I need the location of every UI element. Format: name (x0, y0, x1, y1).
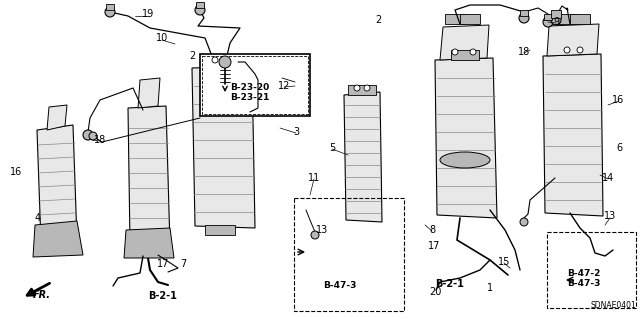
Text: 2: 2 (189, 51, 195, 61)
Polygon shape (138, 78, 160, 108)
Text: B-47-3: B-47-3 (567, 279, 601, 288)
Text: 13: 13 (316, 225, 328, 235)
Circle shape (354, 85, 360, 91)
Text: B-47-2: B-47-2 (567, 270, 601, 278)
Polygon shape (435, 58, 497, 218)
Circle shape (105, 7, 115, 17)
Bar (551, 10, 561, 18)
Circle shape (470, 49, 476, 55)
Text: 16: 16 (10, 167, 22, 177)
Circle shape (519, 13, 529, 23)
Circle shape (564, 47, 570, 53)
Circle shape (212, 57, 218, 63)
Text: B-23-20: B-23-20 (230, 84, 269, 93)
Circle shape (83, 130, 93, 140)
Bar (294, 198, 404, 311)
Text: 7: 7 (180, 259, 186, 269)
Bar (520, 10, 528, 16)
Bar (445, 14, 465, 24)
Text: B-47-3: B-47-3 (323, 281, 356, 291)
Text: 6: 6 (616, 143, 622, 153)
Circle shape (311, 231, 319, 239)
Text: 13: 13 (604, 211, 616, 221)
Text: 5: 5 (329, 143, 335, 153)
Polygon shape (128, 106, 170, 246)
Text: 16: 16 (612, 95, 624, 105)
Bar (460, 14, 480, 24)
Text: 17: 17 (428, 241, 440, 251)
Bar (547, 232, 636, 308)
Polygon shape (33, 221, 83, 257)
Polygon shape (124, 228, 174, 258)
Bar (557, 14, 577, 24)
Polygon shape (543, 54, 603, 216)
Circle shape (219, 56, 231, 68)
Polygon shape (192, 66, 255, 228)
Bar (205, 59, 235, 69)
Text: 18: 18 (518, 47, 530, 57)
Circle shape (452, 49, 458, 55)
Text: 10: 10 (156, 33, 168, 43)
Text: 8: 8 (429, 225, 435, 235)
Circle shape (222, 57, 228, 63)
Bar (205, 225, 235, 235)
Polygon shape (547, 24, 599, 56)
Text: 20: 20 (429, 287, 441, 297)
Bar (202, 56, 308, 114)
Circle shape (89, 132, 97, 140)
Text: FR.: FR. (33, 290, 51, 300)
Bar (200, 54, 310, 116)
Polygon shape (344, 92, 382, 222)
Text: 1: 1 (487, 283, 493, 293)
Circle shape (577, 47, 583, 53)
Text: B-23-21: B-23-21 (230, 93, 269, 102)
Ellipse shape (440, 152, 490, 168)
Text: SDNAE0401: SDNAE0401 (590, 301, 636, 310)
Bar (196, 2, 204, 8)
Circle shape (195, 5, 205, 15)
Polygon shape (47, 105, 67, 130)
Text: 9: 9 (553, 17, 559, 27)
Text: B-2-1: B-2-1 (436, 279, 465, 289)
Text: 18: 18 (94, 135, 106, 145)
Text: 12: 12 (278, 81, 290, 91)
Text: 19: 19 (142, 9, 154, 19)
Bar (544, 14, 552, 20)
Text: B-2-1: B-2-1 (148, 291, 177, 301)
Text: 3: 3 (293, 127, 299, 137)
Bar (106, 4, 114, 10)
Circle shape (520, 218, 528, 226)
Polygon shape (37, 125, 77, 243)
Bar (570, 14, 590, 24)
Circle shape (543, 17, 553, 27)
Text: 4: 4 (35, 213, 41, 223)
Bar (451, 50, 479, 60)
Bar (348, 85, 376, 95)
Text: 17: 17 (157, 259, 169, 269)
Text: 14: 14 (602, 173, 614, 183)
Circle shape (364, 85, 370, 91)
Text: 11: 11 (308, 173, 320, 183)
Circle shape (551, 15, 561, 25)
Polygon shape (440, 25, 489, 60)
Text: 15: 15 (498, 257, 510, 267)
Text: 2: 2 (375, 15, 381, 25)
